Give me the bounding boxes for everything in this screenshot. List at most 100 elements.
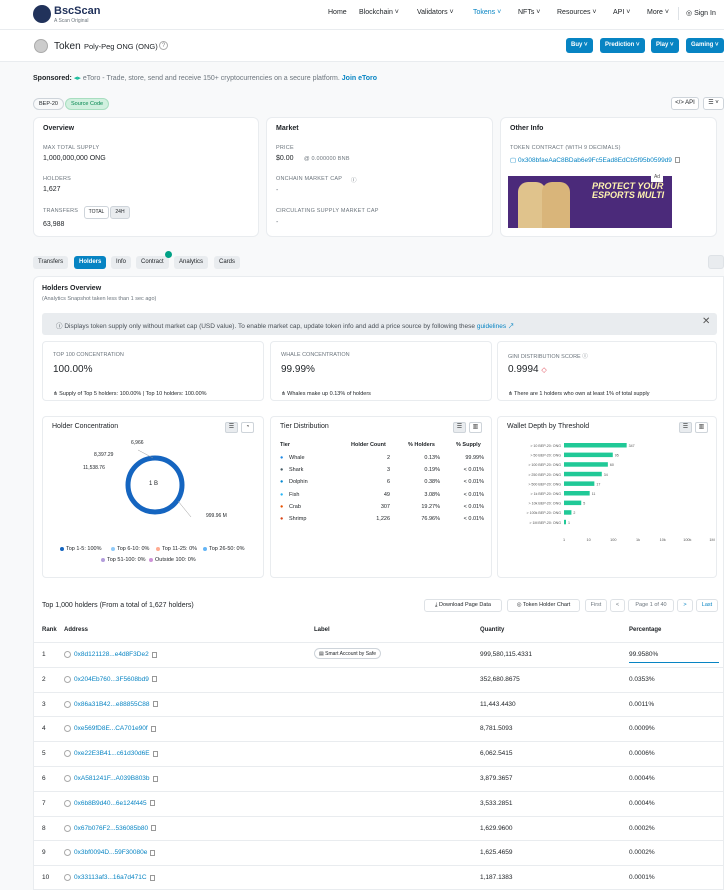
tier-supply-pct: < 0.01% xyxy=(463,503,484,510)
nav-nfts[interactable]: NFTs ˅ xyxy=(518,9,541,16)
tab-cards[interactable]: Cards xyxy=(214,256,241,269)
top100-note: ⋔ Supply of Top 5 holders: 100.00% | Top… xyxy=(53,391,207,397)
address-link[interactable]: 0x8d121128...e4d8F3De2 xyxy=(64,651,157,658)
tier-name: Shrimp xyxy=(289,516,307,522)
nav-resources[interactable]: Resources ˅ xyxy=(557,9,597,16)
gaming-button[interactable]: Gaming ˅ xyxy=(686,38,724,53)
first-page-button[interactable]: First xyxy=(585,599,607,612)
top100-value: 100.00% xyxy=(53,364,93,375)
label-badge[interactable]: ▤ Smart Account by Safe xyxy=(314,648,381,659)
gini-note: ⋔ There are 1 holders who own at least 1… xyxy=(508,391,650,397)
copy-icon[interactable] xyxy=(152,701,158,708)
copy-icon[interactable] xyxy=(152,775,158,782)
copy-icon[interactable] xyxy=(151,676,157,683)
nav-more[interactable]: More ˅ xyxy=(647,9,669,16)
depth-bar-view-icon[interactable]: ▥ xyxy=(695,422,708,433)
tier-list-view-icon[interactable]: ☰ xyxy=(453,422,466,433)
depth-value-label: 5 xyxy=(583,502,585,506)
tab-contract[interactable]: Contract xyxy=(136,256,169,269)
next-page-button[interactable]: > xyxy=(677,599,693,612)
onchain-info-icon[interactable]: ⓘ xyxy=(351,178,357,184)
tab-transfers[interactable]: Transfers xyxy=(33,256,69,269)
whale-note: ⋔ Whales make up 0.13% of holders xyxy=(281,391,371,397)
market-title: Market xyxy=(276,125,299,132)
col-label: Label xyxy=(314,627,330,633)
nav-home[interactable]: Home xyxy=(328,9,347,16)
col-address: Address xyxy=(64,627,89,633)
address-link[interactable]: 0x86a31B42...e88855C88 xyxy=(64,700,158,708)
address-link[interactable]: 0x67b076F2...536085b80 xyxy=(64,824,157,832)
copy-icon[interactable] xyxy=(152,750,158,757)
address-link[interactable]: 0x3bf0094D...59F30080e xyxy=(64,849,156,857)
max-supply-label: MAX TOTAL SUPPLY xyxy=(43,145,100,151)
copy-icon[interactable] xyxy=(151,825,157,832)
donut-center-label: 1 B xyxy=(149,481,159,487)
list-menu-button[interactable]: ☰ ˅ xyxy=(703,97,724,110)
guidelines-link[interactable]: guidelines ↗ xyxy=(476,323,515,330)
crab-icon: ● xyxy=(280,503,284,510)
depth-bar xyxy=(564,452,613,458)
api-button[interactable]: </> API xyxy=(671,97,699,110)
percentage-cell: 0.0353% xyxy=(629,675,655,683)
address-link[interactable]: 0x6b8B9d40...6e124f445 xyxy=(64,799,155,807)
pie-view-icon[interactable]: ◔ xyxy=(241,422,254,433)
tab-analytics[interactable]: Analytics xyxy=(174,256,209,269)
copy-icon[interactable] xyxy=(150,849,156,856)
download-page-data-button[interactable]: ⤓ Download Page Data xyxy=(424,599,502,612)
address-link[interactable]: 0xe569fD8E...CA701e90f xyxy=(64,725,156,733)
copy-icon[interactable] xyxy=(150,725,156,732)
tier-supply-pct: < 0.01% xyxy=(463,467,484,474)
esports-ad-banner[interactable]: PROTECT YOUR ESPORTS MULTI xyxy=(508,176,672,228)
copy-icon[interactable] xyxy=(674,157,680,164)
quantity-cell: 1,629.9600 xyxy=(480,824,513,832)
tier-count: 6 xyxy=(386,479,390,486)
rank-cell: 7 xyxy=(42,799,46,807)
search-icon[interactable] xyxy=(708,255,724,269)
nav-validators[interactable]: Validators ˅ xyxy=(417,9,454,16)
address-link[interactable]: 0xe22E3B41...c61d30d6E xyxy=(64,750,158,757)
transfers-24h-toggle[interactable]: 24H xyxy=(110,206,130,219)
address-link[interactable]: 0x204Eb760...3F5608bd9 xyxy=(64,675,157,683)
prediction-button[interactable]: Prediction ˅ xyxy=(600,38,645,53)
sign-in-link[interactable]: ◎ Sign In xyxy=(686,9,716,17)
tier-count: 1,226 xyxy=(376,516,390,522)
tab-holders[interactable]: Holders xyxy=(74,256,107,269)
buy-button[interactable]: Buy ˅ xyxy=(566,38,593,53)
address-link[interactable]: 0x33113af3...16a7d471C xyxy=(64,874,155,881)
tier-count: 2 xyxy=(386,455,390,461)
depth-value-label: 95 xyxy=(615,454,619,458)
nav-blockchain[interactable]: Blockchain ˅ xyxy=(359,9,399,16)
tier-col-holders: % Holders xyxy=(408,442,435,448)
table-row: 4 0xe569fD8E...CA701e90f 8,781.5093 0.0009% xyxy=(33,716,724,741)
nav-api[interactable]: API ˅ xyxy=(613,9,631,16)
token-holder-chart-button[interactable]: ◎ Token Holder Chart xyxy=(507,599,580,612)
copy-icon[interactable] xyxy=(149,874,155,881)
close-icon[interactable]: ✕ xyxy=(702,316,711,327)
join-etoro-link[interactable]: Join eToro xyxy=(341,75,378,82)
copy-icon[interactable] xyxy=(151,651,157,658)
logo-name: BscScan xyxy=(54,5,101,17)
info-icon[interactable]: ? xyxy=(159,41,168,50)
whale-icon: ● xyxy=(280,455,284,461)
depth-list-view-icon[interactable]: ☰ xyxy=(679,422,692,433)
donut-label-b: 8,397.29 xyxy=(94,452,114,458)
address-link[interactable]: 0xA581241F...A039B803b xyxy=(64,775,158,782)
source-code-badge[interactable]: Source Code xyxy=(65,98,110,110)
contract-address-link[interactable]: ▢ 0x308bfaeAaC8BDab6e9Fc5Ead8EdCb5f95b05… xyxy=(510,156,680,164)
nav-tokens[interactable]: Tokens ˅ xyxy=(473,9,502,16)
play-button[interactable]: Play ˅ xyxy=(651,38,679,53)
legend-outside-100: Outside 100: 0% xyxy=(149,557,196,563)
tier-holders-pct: 0.19% xyxy=(424,467,440,474)
tier-bar-view-icon[interactable]: ▥ xyxy=(469,422,482,433)
copy-icon[interactable] xyxy=(149,800,155,807)
tab-info[interactable]: Info xyxy=(111,256,132,269)
transfers-total-toggle[interactable]: TOTAL xyxy=(84,206,109,219)
onchain-cap-label: ONCHAIN MARKET CAP xyxy=(276,176,343,182)
quantity-cell: 3,879.3657 xyxy=(480,775,513,782)
contract-label: TOKEN CONTRACT (WITH 9 DECIMALS) xyxy=(510,145,621,151)
table-row: 6 0xA581241F...A039B803b 3,879.3657 0.0004% xyxy=(33,766,724,791)
list-view-icon[interactable]: ☰ xyxy=(225,422,238,433)
prev-page-button[interactable]: < xyxy=(610,599,625,612)
bscscan-logo[interactable]: BscScan A Scan Original xyxy=(33,4,123,26)
last-page-button[interactable]: Last xyxy=(696,599,718,612)
